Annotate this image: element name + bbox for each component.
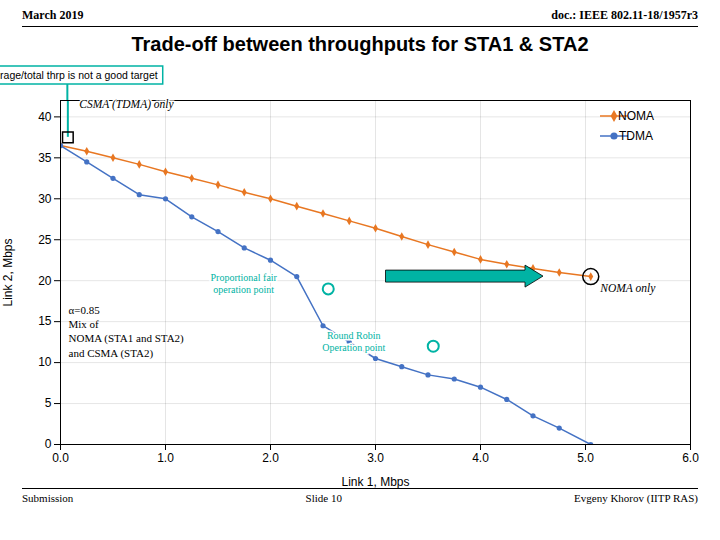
svg-text:Proportional fairoperation poi: Proportional fairoperation point xyxy=(211,272,278,295)
svg-text:35: 35 xyxy=(38,151,52,165)
svg-text:6.0: 6.0 xyxy=(682,451,699,465)
svg-text:max average/total thrp is not: max average/total thrp is not a good tar… xyxy=(0,69,158,81)
svg-text:CSMA (TDMA) only: CSMA (TDMA) only xyxy=(79,98,174,111)
svg-text:20: 20 xyxy=(38,274,52,288)
html-text:Slide 10: Slide 10 xyxy=(305,492,342,504)
svg-text:0: 0 xyxy=(45,437,52,451)
html-text:Trade-off between throughputs: Trade-off between throughputs for STA1 &… xyxy=(131,33,589,55)
svg-text:10: 10 xyxy=(38,355,52,369)
svg-text:5: 5 xyxy=(45,396,52,410)
svg-text:NOMA only: NOMA only xyxy=(599,282,656,295)
svg-text:NOMA: NOMA xyxy=(618,109,654,123)
svg-text:Round RobinOperation point: Round RobinOperation point xyxy=(322,330,385,353)
svg-text:Link 2, Mbps: Link 2, Mbps xyxy=(1,238,15,306)
html-text:Evgeny Khorov (IITP RAS): Evgeny Khorov (IITP RAS) xyxy=(574,492,698,504)
svg-text:25: 25 xyxy=(38,233,52,247)
svg-text:TDMA: TDMA xyxy=(619,129,653,143)
svg-text:15: 15 xyxy=(38,314,52,328)
svg-text:30: 30 xyxy=(38,192,52,206)
svg-text:1.0: 1.0 xyxy=(157,451,174,465)
html-text:March 2019: March 2019 xyxy=(22,8,84,22)
svg-text:α=0.85Mix ofNOMA (STA1 and STA: α=0.85Mix ofNOMA (STA1 and STA2)and CSMA… xyxy=(69,304,185,360)
svg-text:40: 40 xyxy=(38,110,52,124)
html-text:Submission: Submission xyxy=(22,492,74,504)
html-text:doc.: IEEE 802.11-18/1957r3: doc.: IEEE 802.11-18/1957r3 xyxy=(551,8,698,22)
svg-text:0.0: 0.0 xyxy=(52,451,69,465)
svg-text:2.0: 2.0 xyxy=(262,451,279,465)
svg-text:Link 1, Mbps: Link 1, Mbps xyxy=(341,475,409,489)
svg-text:3.0: 3.0 xyxy=(367,451,384,465)
svg-text:5.0: 5.0 xyxy=(577,451,594,465)
svg-text:4.0: 4.0 xyxy=(472,451,489,465)
